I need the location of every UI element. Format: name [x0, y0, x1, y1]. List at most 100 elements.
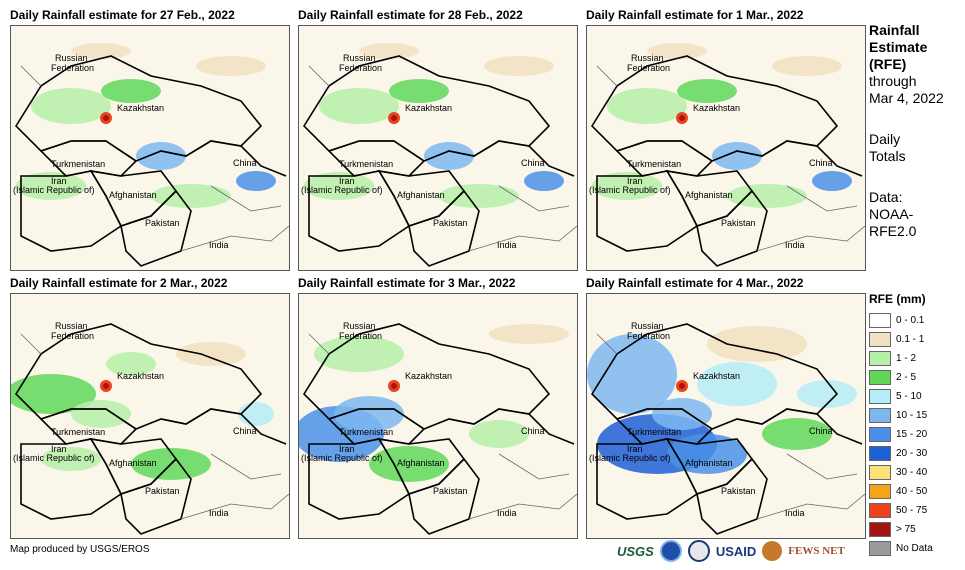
- country-label-kazakhstan: Kazakhstan: [693, 371, 740, 381]
- country-label-india: India: [497, 240, 517, 250]
- country-label-russia2: Federation: [51, 331, 94, 341]
- heavy-rain-spot: [103, 115, 109, 121]
- legend-swatch: [869, 465, 891, 480]
- legend-item: 20 - 30: [869, 444, 964, 463]
- rainfall-map-panel: Daily Rainfall estimate for 27 Feb., 202…: [10, 8, 290, 273]
- rainfall-area: [607, 88, 687, 124]
- rainfall-area: [762, 418, 832, 450]
- legend-swatch: [869, 313, 891, 328]
- country-boundary: [120, 189, 192, 267]
- legend-label: 30 - 40: [896, 467, 928, 478]
- legend-swatch: [869, 389, 891, 404]
- rainfall-area: [812, 171, 852, 191]
- rainfall-area: [236, 171, 276, 191]
- country-label-iran: Iran: [339, 444, 355, 454]
- country-boundary: [696, 189, 768, 267]
- panel-title: Daily Rainfall estimate for 4 Mar., 2022: [586, 276, 804, 290]
- country-label-iran: Iran: [51, 176, 67, 186]
- country-label-india: India: [209, 240, 229, 250]
- legend-item: 5 - 10: [869, 387, 964, 406]
- minor-boundary: [596, 65, 865, 252]
- country-label-iran: Iran: [627, 444, 643, 454]
- country-label-iran2: (Islamic Republic of): [301, 453, 383, 463]
- rainfall-map-panel: Daily Rainfall estimate for 2 Mar., 2022…: [10, 276, 290, 541]
- rainfall-area: [652, 398, 712, 430]
- legend-item: 30 - 40: [869, 463, 964, 482]
- minor-boundary: [20, 333, 289, 520]
- rainfall-area: [176, 342, 246, 366]
- legend-item: No Data: [869, 539, 964, 558]
- rainfall-area: [424, 142, 474, 170]
- country-label-iran: Iran: [339, 176, 355, 186]
- legend-swatch: [869, 503, 891, 518]
- country-label-pakistan: Pakistan: [433, 486, 468, 496]
- rainfall-area: [712, 142, 762, 170]
- country-boundary: [120, 457, 192, 535]
- rainfall-area: [319, 88, 399, 124]
- country-label-pakistan: Pakistan: [721, 486, 756, 496]
- map-frame: Russian Federation Kazakhstan Turkmenistan I…: [10, 25, 290, 271]
- minor-boundary: [308, 65, 577, 252]
- country-label-india: India: [785, 240, 805, 250]
- rainfall-area: [101, 79, 161, 103]
- legend-title-line3: (RFE): [869, 56, 907, 72]
- agency-logos: USGS USAID FEWS NET: [617, 538, 845, 564]
- daily-label-2: Totals: [869, 148, 906, 164]
- legend-label: 1 - 2: [896, 353, 917, 364]
- heavy-rain-spot: [391, 115, 397, 121]
- country-label-afghanistan: Afghanistan: [685, 458, 733, 468]
- heavy-rain-spot: [679, 115, 685, 121]
- panel-title: Daily Rainfall estimate for 28 Feb., 202…: [298, 8, 523, 22]
- minor-boundary: [20, 65, 289, 252]
- heavy-rain-spot: [679, 383, 685, 389]
- country-label-russia2: Federation: [51, 63, 94, 73]
- country-label-iran: Iran: [627, 176, 643, 186]
- rainfall-area: [71, 400, 131, 428]
- legend-item: 0.1 - 1: [869, 330, 964, 349]
- rainfall-area: [587, 334, 677, 414]
- rainfall-area: [389, 79, 449, 103]
- country-label-india: India: [497, 508, 517, 518]
- legend-swatch: [869, 446, 891, 461]
- panel-title: Daily Rainfall estimate for 1 Mar., 2022: [586, 8, 804, 22]
- country-label-iran2: (Islamic Republic of): [589, 453, 671, 463]
- country-boundary: [160, 140, 287, 177]
- country-label-afghanistan: Afghanistan: [397, 458, 445, 468]
- country-label-afghanistan: Afghanistan: [685, 190, 733, 200]
- country-label-iran2: (Islamic Republic of): [301, 185, 383, 195]
- rainfall-area: [136, 142, 186, 170]
- country-label-kazakhstan: Kazakhstan: [405, 103, 452, 113]
- data-label-3: RFE2.0: [869, 223, 917, 239]
- legend-item: 1 - 2: [869, 349, 964, 368]
- country-label-afghanistan: Afghanistan: [109, 458, 157, 468]
- usaid-seal-icon: [687, 540, 710, 562]
- country-label-russia: Russian: [631, 53, 664, 63]
- country-label-china: China: [233, 426, 257, 436]
- fews-net-logo: FEWS NET: [788, 545, 845, 557]
- legend-label: 0.1 - 1: [896, 334, 925, 345]
- heavy-rain-spot: [391, 383, 397, 389]
- minor-boundary: [308, 333, 577, 520]
- legend-label: 50 - 75: [896, 505, 928, 516]
- rainfall-area: [151, 184, 231, 208]
- minor-boundary: [596, 333, 865, 520]
- rainfall-area: [772, 56, 842, 76]
- legend-label: No Data: [896, 543, 933, 554]
- country-label-afghanistan: Afghanistan: [397, 190, 445, 200]
- country-label-russia2: Federation: [627, 331, 670, 341]
- legend-swatch: [869, 427, 891, 442]
- rainfall-map-panel: Daily Rainfall estimate for 28 Feb., 202…: [298, 8, 578, 273]
- country-label-iran2: (Islamic Republic of): [13, 185, 95, 195]
- legend-label: 15 - 20: [896, 429, 928, 440]
- rainfall-area: [707, 326, 807, 362]
- rainfall-area: [304, 172, 374, 200]
- rainfall-area: [31, 88, 111, 124]
- legend-header: Rainfall Estimate (RFE) through Mar 4, 2…: [869, 22, 964, 240]
- rfe-legend: RFE (mm) 0 - 0.1 0.1 - 1 1 - 2 2 - 5 5 - 10 1…: [869, 292, 964, 558]
- rainfall-area: [41, 447, 101, 471]
- country-label-kazakhstan: Kazakhstan: [117, 371, 164, 381]
- country-label-pakistan: Pakistan: [145, 486, 180, 496]
